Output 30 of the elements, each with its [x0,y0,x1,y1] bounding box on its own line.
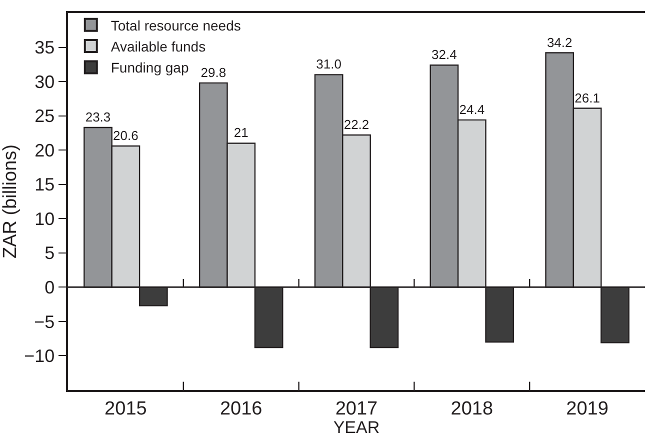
legend-label: Available funds [110,38,206,54]
y-tick-label: 15 [34,174,55,195]
data-label: 29.8 [200,64,226,80]
data-label: 31.0 [316,56,342,72]
y-tick-label: 0 [44,277,55,298]
y-tick-label: −5 [34,312,55,332]
y-tick-label: 20 [34,140,55,160]
y-tick-label: 30 [34,72,55,92]
data-label: 23.3 [85,109,111,124]
y-tick-label: 10 [34,208,55,229]
data-label: 32.4 [432,47,457,62]
x-tick-label: 2017 [335,398,378,420]
data-label: 34.2 [546,34,572,50]
y-axis-title: ZAR (billions) [0,144,21,259]
y-tick-label: 35 [34,38,55,58]
data-label: 20.6 [113,128,138,143]
x-tick-label: 2018 [450,398,494,420]
data-label: 21 [234,125,248,140]
x-tick-label: 2016 [220,398,262,420]
x-axis-title: YEAR [333,418,380,437]
legend-label: Total resource needs [110,17,241,34]
data-label: 26.1 [574,90,600,106]
y-tick-label: 25 [34,106,55,126]
legend-label: Funding gap [110,60,189,76]
data-label: 22.2 [344,117,370,132]
y-tick-label: −10 [24,346,55,366]
x-tick-label: 2015 [104,398,147,420]
data-label: 24.4 [459,102,485,117]
y-tick-label: 5 [44,243,55,264]
x-tick-label: 2019 [566,398,608,420]
